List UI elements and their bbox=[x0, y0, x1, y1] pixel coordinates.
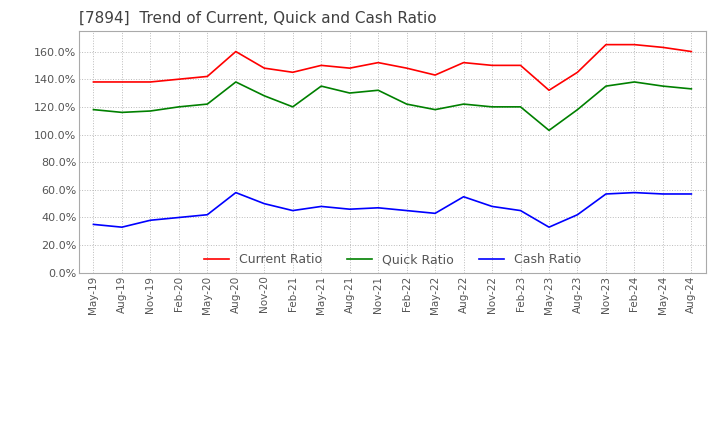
Current Ratio bbox=[346, 66, 354, 71]
Cash Ratio bbox=[487, 204, 496, 209]
Quick Ratio bbox=[232, 79, 240, 84]
Line: Cash Ratio: Cash Ratio bbox=[94, 193, 691, 227]
Current Ratio bbox=[402, 66, 411, 71]
Quick Ratio bbox=[317, 84, 325, 89]
Current Ratio bbox=[146, 79, 155, 84]
Quick Ratio bbox=[487, 104, 496, 110]
Cash Ratio bbox=[431, 211, 439, 216]
Cash Ratio bbox=[602, 191, 611, 197]
Quick Ratio bbox=[431, 107, 439, 112]
Current Ratio bbox=[459, 60, 468, 65]
Quick Ratio bbox=[545, 128, 554, 133]
Current Ratio bbox=[174, 77, 183, 82]
Quick Ratio bbox=[402, 102, 411, 107]
Current Ratio bbox=[260, 66, 269, 71]
Quick Ratio bbox=[630, 79, 639, 84]
Quick Ratio bbox=[602, 84, 611, 89]
Current Ratio bbox=[573, 70, 582, 75]
Current Ratio bbox=[630, 42, 639, 47]
Cash Ratio bbox=[687, 191, 696, 197]
Cash Ratio bbox=[203, 212, 212, 217]
Line: Current Ratio: Current Ratio bbox=[94, 44, 691, 90]
Quick Ratio bbox=[346, 90, 354, 95]
Quick Ratio bbox=[459, 102, 468, 107]
Cash Ratio bbox=[402, 208, 411, 213]
Current Ratio bbox=[289, 70, 297, 75]
Current Ratio bbox=[545, 88, 554, 93]
Cash Ratio bbox=[174, 215, 183, 220]
Current Ratio bbox=[117, 79, 126, 84]
Cash Ratio bbox=[459, 194, 468, 199]
Quick Ratio bbox=[289, 104, 297, 110]
Cash Ratio bbox=[573, 212, 582, 217]
Cash Ratio bbox=[630, 190, 639, 195]
Quick Ratio bbox=[573, 107, 582, 112]
Quick Ratio bbox=[687, 86, 696, 92]
Quick Ratio bbox=[374, 88, 382, 93]
Current Ratio bbox=[687, 49, 696, 54]
Quick Ratio bbox=[117, 110, 126, 115]
Cash Ratio bbox=[317, 204, 325, 209]
Current Ratio bbox=[232, 49, 240, 54]
Current Ratio bbox=[89, 79, 98, 84]
Quick Ratio bbox=[146, 108, 155, 114]
Current Ratio bbox=[602, 42, 611, 47]
Cash Ratio bbox=[374, 205, 382, 210]
Cash Ratio bbox=[659, 191, 667, 197]
Current Ratio bbox=[659, 45, 667, 50]
Cash Ratio bbox=[289, 208, 297, 213]
Cash Ratio bbox=[232, 190, 240, 195]
Current Ratio bbox=[516, 63, 525, 68]
Cash Ratio bbox=[260, 201, 269, 206]
Cash Ratio bbox=[89, 222, 98, 227]
Current Ratio bbox=[203, 74, 212, 79]
Quick Ratio bbox=[203, 102, 212, 107]
Cash Ratio bbox=[117, 224, 126, 230]
Current Ratio bbox=[431, 73, 439, 78]
Line: Quick Ratio: Quick Ratio bbox=[94, 82, 691, 130]
Cash Ratio bbox=[516, 208, 525, 213]
Quick Ratio bbox=[516, 104, 525, 110]
Current Ratio bbox=[487, 63, 496, 68]
Cash Ratio bbox=[545, 224, 554, 230]
Cash Ratio bbox=[146, 218, 155, 223]
Current Ratio bbox=[317, 63, 325, 68]
Text: [7894]  Trend of Current, Quick and Cash Ratio: [7894] Trend of Current, Quick and Cash … bbox=[79, 11, 437, 26]
Cash Ratio bbox=[346, 206, 354, 212]
Quick Ratio bbox=[174, 104, 183, 110]
Quick Ratio bbox=[89, 107, 98, 112]
Legend: Current Ratio, Quick Ratio, Cash Ratio: Current Ratio, Quick Ratio, Cash Ratio bbox=[199, 249, 586, 271]
Quick Ratio bbox=[659, 84, 667, 89]
Quick Ratio bbox=[260, 93, 269, 99]
Current Ratio bbox=[374, 60, 382, 65]
